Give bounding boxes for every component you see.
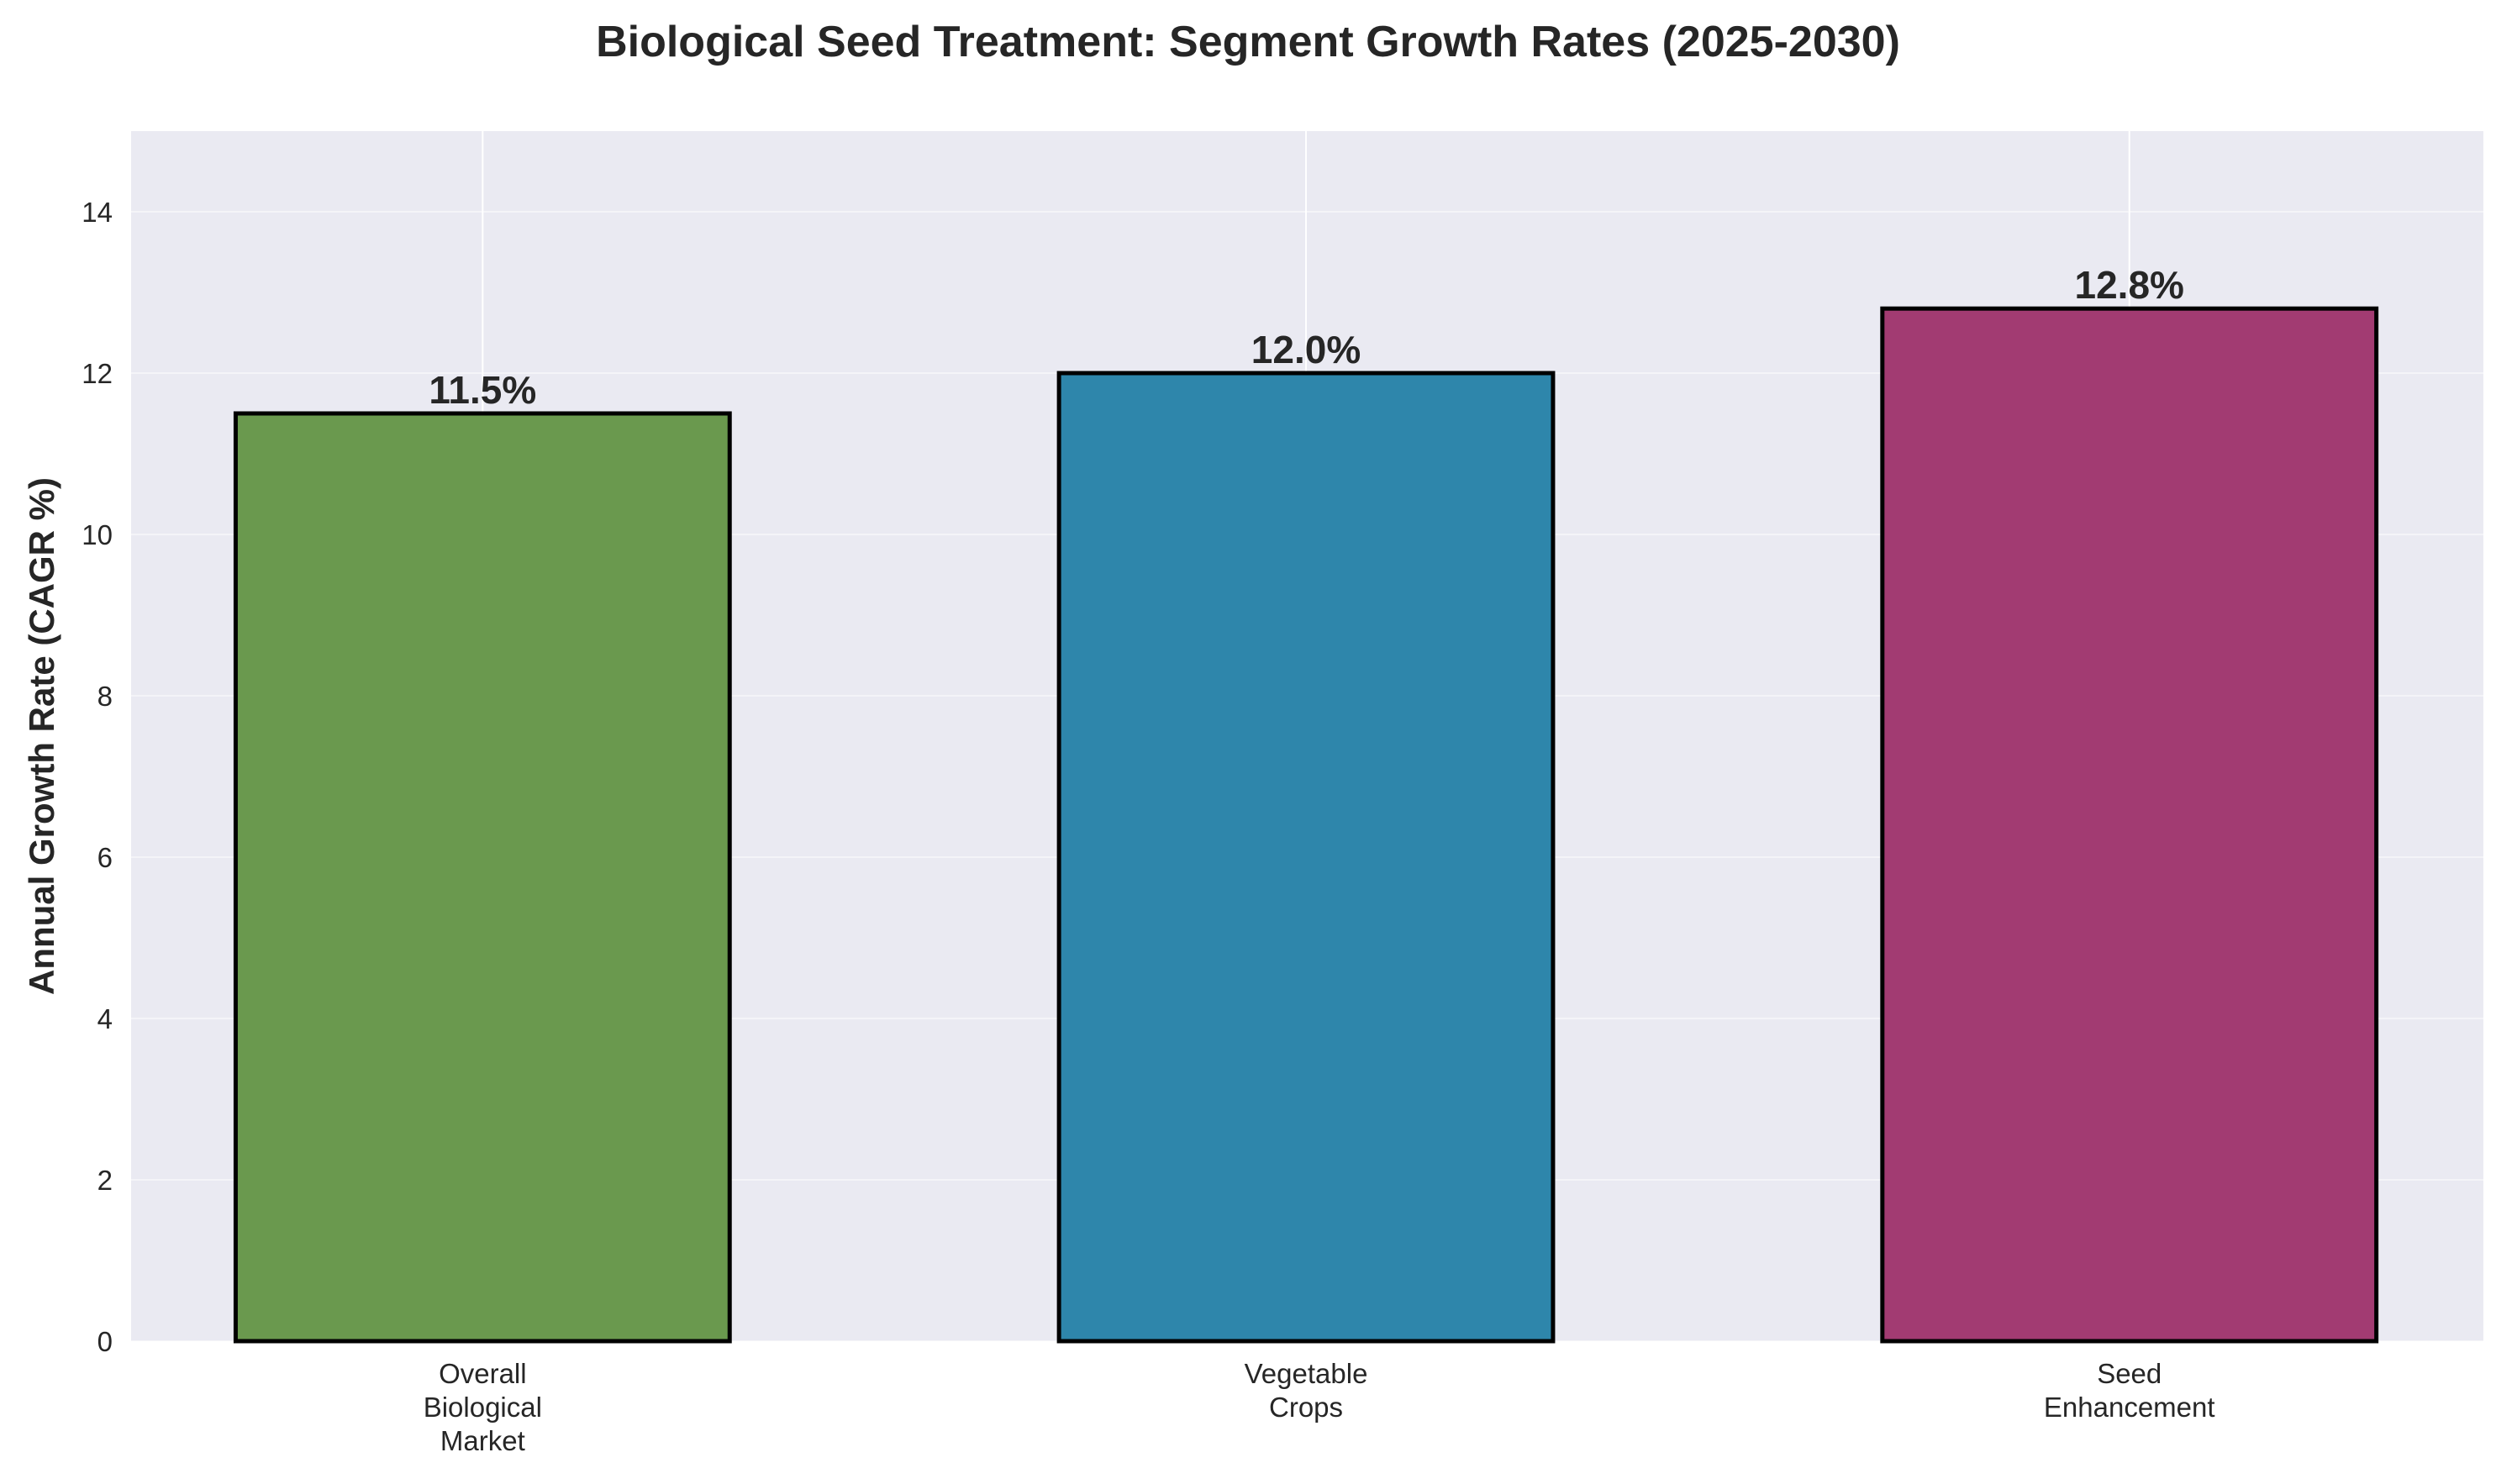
y-tick-label: 10 (82, 519, 113, 550)
x-tick-label: Seed (2097, 1358, 2162, 1389)
bar (1056, 371, 1556, 1344)
x-tick-label: Overall (439, 1358, 527, 1389)
x-tick-label: Vegetable (1245, 1358, 1368, 1389)
y-tick-label: 2 (97, 1165, 113, 1196)
x-tick-label: Biological (424, 1392, 542, 1423)
y-tick-label: 12 (82, 358, 113, 389)
bar-value-label: 11.5% (429, 368, 536, 412)
y-tick-label: 0 (97, 1326, 113, 1357)
bar (1880, 306, 2379, 1344)
x-tick-label: Market (440, 1425, 525, 1456)
y-tick-label: 8 (97, 681, 113, 712)
x-tick-label: Enhancement (2044, 1392, 2215, 1423)
x-tick-label: Crops (1269, 1392, 1343, 1423)
bar-value-label: 12.8% (2075, 263, 2184, 307)
bar-value-label: 12.0% (1251, 328, 1361, 371)
chart-title: Biological Seed Treatment: Segment Growt… (596, 18, 1900, 66)
y-axis-label: Annual Growth Rate (CAGR %) (22, 477, 61, 995)
y-tick-label: 6 (97, 842, 113, 873)
y-tick-label: 4 (97, 1003, 113, 1034)
bar (233, 411, 732, 1344)
y-tick-label: 14 (82, 197, 113, 228)
